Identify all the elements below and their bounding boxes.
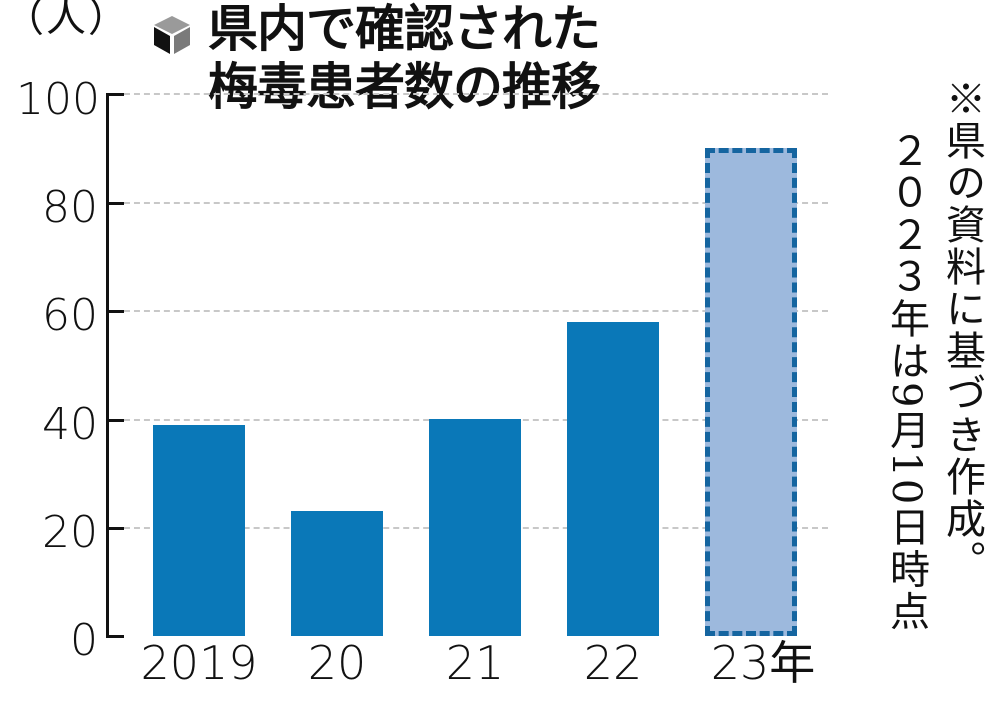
- y-tick-mark: [106, 419, 124, 422]
- unit-label: （人）: [4, 0, 130, 41]
- bar-2021: [429, 419, 521, 636]
- y-tick-80: 80: [42, 182, 98, 233]
- gridline-60: [124, 310, 828, 312]
- x-label-2023: 23年: [710, 636, 816, 690]
- y-tick-60: 60: [42, 290, 98, 341]
- y-tick-100: 100: [16, 74, 100, 125]
- gridline-80: [124, 202, 828, 204]
- x-label-2020: 20: [307, 636, 367, 690]
- x-label-2022: 22: [583, 636, 643, 690]
- bar-2019: [153, 424, 245, 636]
- x-label-2021: 21: [445, 636, 505, 690]
- cube-icon: [154, 16, 190, 54]
- title-line-1: 県内で確認された: [208, 0, 601, 58]
- bar-2022: [567, 321, 659, 636]
- bar-2023-partial: [705, 148, 797, 636]
- y-tick-40: 40: [42, 399, 98, 450]
- source-note: ※県の資料に基づき作成。: [939, 78, 985, 582]
- y-axis: [106, 93, 109, 637]
- y-tick-mark: [106, 527, 124, 530]
- y-tick-mark: [106, 635, 124, 638]
- y-tick-20: 20: [42, 507, 98, 558]
- bar-2020: [291, 511, 383, 636]
- date-note: ２０２３年は9月10日時点: [883, 130, 929, 633]
- y-tick-mark: [106, 202, 124, 205]
- y-tick-0: 0: [70, 615, 98, 666]
- title-line-2: 梅毒患者数の推移: [208, 58, 601, 116]
- y-tick-mark: [106, 310, 124, 313]
- gridline-100: [124, 93, 828, 95]
- x-label-2019: 2019: [140, 636, 258, 690]
- y-tick-mark: [106, 93, 124, 96]
